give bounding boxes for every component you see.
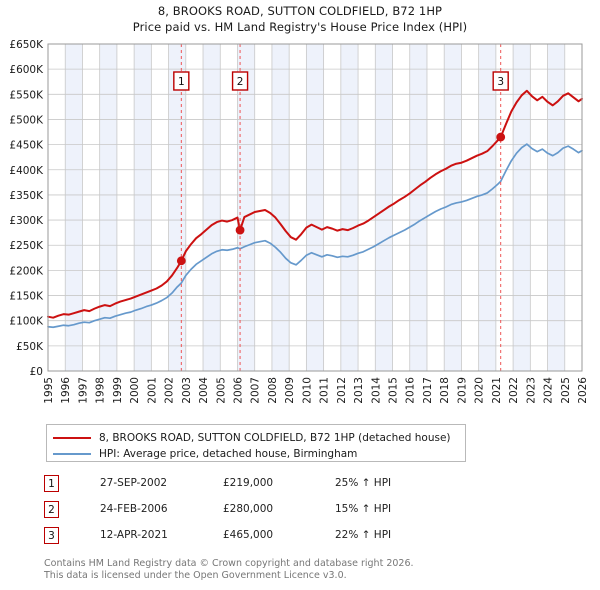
- transaction-label-box: [231, 71, 249, 91]
- legend-item-hpi: HPI: Average price, detached house, Birm…: [53, 446, 459, 461]
- series-line-property: [47, 89, 583, 319]
- svg-text:2021: 2021: [491, 377, 503, 404]
- svg-text:2002: 2002: [164, 377, 176, 404]
- svg-text:2007: 2007: [250, 377, 262, 404]
- transaction-label-box: [492, 71, 509, 91]
- price-history-chart: £0 £50K £100K £150K £200K £250K £300K £350K £400…: [9, 39, 589, 404]
- svg-text:2023: 2023: [525, 377, 537, 404]
- svg-text:£50K: £50K: [16, 341, 44, 353]
- svg-text:£250K: £250K: [9, 240, 44, 252]
- svg-text:£550K: £550K: [9, 89, 44, 101]
- y-axis-tick-labels: £0 £50K £100K £150K £200K £250K £300K £350K £400…: [9, 39, 44, 378]
- svg-text:2001: 2001: [146, 377, 158, 404]
- svg-text:£400K: £400K: [9, 165, 44, 177]
- transaction-label-text: 2: [237, 76, 244, 88]
- svg-text:2017: 2017: [422, 377, 434, 404]
- svg-text:2020: 2020: [474, 377, 486, 404]
- transaction-date: 24-FEB-2006: [100, 503, 168, 515]
- x-axis-tick-labels: 1995 1996 1997 1998 1999 2000 2001 2002 2003 2004…: [43, 377, 589, 404]
- transactions-table: 1 27-SEP-2002 £219,000 25% ↑ HPI 2 24-FE…: [44, 470, 464, 548]
- svg-text:2012: 2012: [336, 377, 348, 404]
- svg-text:2016: 2016: [405, 377, 417, 404]
- svg-text:£300K: £300K: [9, 215, 44, 227]
- transaction-price: £280,000: [223, 503, 274, 515]
- footer-line-2: This data is licensed under the Open Gov…: [44, 569, 347, 581]
- transaction-index-badge: 2: [44, 500, 59, 518]
- svg-text:£350K: £350K: [9, 190, 44, 202]
- title-line-1: 8, BROOKS ROAD, SUTTON COLDFIELD, B72 1H…: [157, 4, 443, 18]
- transaction-hpi-delta: 15% ↑ HPI: [335, 503, 392, 515]
- svg-text:2008: 2008: [267, 377, 279, 404]
- svg-text:£600K: £600K: [9, 64, 44, 76]
- svg-text:2019: 2019: [456, 377, 468, 404]
- svg-text:2015: 2015: [388, 377, 400, 404]
- svg-text:2018: 2018: [439, 377, 451, 404]
- svg-text:1996: 1996: [60, 377, 72, 404]
- transaction-markers: 1 2 3: [173, 44, 509, 371]
- transaction-label-box: [173, 71, 190, 91]
- legend-swatch-hpi: [53, 452, 91, 455]
- transaction-hpi-delta: 25% ↑ HPI: [335, 477, 392, 489]
- transaction-point-marker: [496, 132, 506, 142]
- svg-text:2024: 2024: [543, 377, 555, 404]
- transaction-hpi-delta: 22% ↑ HPI: [335, 529, 392, 541]
- svg-text:2011: 2011: [319, 377, 331, 404]
- svg-text:2022: 2022: [508, 377, 520, 404]
- legend-item-property: 8, BROOKS ROAD, SUTTON COLDFIELD, B72 1H…: [53, 430, 459, 445]
- footer-line-1: Contains HM Land Registry data © Crown c…: [44, 558, 414, 569]
- svg-text:2005: 2005: [215, 377, 227, 404]
- svg-text:£650K: £650K: [9, 39, 44, 51]
- svg-text:2003: 2003: [181, 377, 193, 404]
- attribution-footer: Contains HM Land Registry data © Crown c…: [44, 558, 584, 581]
- transaction-price: £465,000: [223, 529, 274, 541]
- svg-text:£150K: £150K: [9, 291, 44, 303]
- svg-text:2026: 2026: [577, 377, 589, 404]
- svg-text:1995: 1995: [43, 377, 55, 404]
- transaction-price: £219,000: [223, 477, 274, 489]
- transaction-date: 27-SEP-2002: [100, 477, 168, 489]
- svg-text:£200K: £200K: [9, 265, 44, 277]
- transaction-label-text: 1: [178, 76, 185, 88]
- transaction-index-badge: 1: [44, 474, 59, 492]
- legend-label-property: 8, BROOKS ROAD, SUTTON COLDFIELD, B72 1H…: [99, 431, 451, 444]
- title-line-2: Price paid vs. HM Land Registry's House …: [132, 20, 468, 34]
- svg-text:£450K: £450K: [9, 140, 44, 152]
- svg-text:2006: 2006: [232, 377, 244, 404]
- transaction-index-badge: 3: [44, 526, 59, 544]
- svg-text:£100K: £100K: [9, 316, 44, 328]
- transaction-point-marker: [176, 256, 186, 266]
- svg-text:1998: 1998: [95, 377, 107, 404]
- gridlines: [47, 43, 583, 372]
- chart-legend: 8, BROOKS ROAD, SUTTON COLDFIELD, B72 1H…: [46, 424, 466, 462]
- svg-text:2014: 2014: [370, 377, 382, 404]
- page-title: 8, BROOKS ROAD, SUTTON COLDFIELD, B72 1H…: [0, 3, 600, 35]
- table-row: 2 24-FEB-2006 £280,000 15% ↑ HPI: [44, 496, 464, 522]
- legend-swatch-property: [53, 436, 91, 439]
- svg-text:2009: 2009: [284, 377, 296, 404]
- legend-label-hpi: HPI: Average price, detached house, Birm…: [99, 447, 358, 460]
- transaction-point-marker: [235, 225, 245, 235]
- svg-text:1999: 1999: [112, 377, 124, 404]
- table-row: 3 12-APR-2021 £465,000 22% ↑ HPI: [44, 522, 464, 548]
- transaction-label-text: 3: [497, 76, 504, 88]
- series-line-hpi: [47, 143, 583, 329]
- table-row: 1 27-SEP-2002 £219,000 25% ↑ HPI: [44, 470, 464, 496]
- svg-text:2025: 2025: [560, 377, 572, 404]
- svg-text:2000: 2000: [129, 377, 141, 404]
- svg-text:2010: 2010: [301, 377, 313, 404]
- transaction-date: 12-APR-2021: [100, 529, 168, 541]
- svg-text:1997: 1997: [77, 377, 89, 404]
- year-bands: [65, 44, 565, 371]
- svg-text:£0: £0: [30, 366, 43, 378]
- axes-frame: [47, 43, 583, 372]
- svg-text:£500K: £500K: [9, 114, 44, 126]
- svg-text:2004: 2004: [198, 377, 210, 404]
- svg-text:2013: 2013: [353, 377, 365, 404]
